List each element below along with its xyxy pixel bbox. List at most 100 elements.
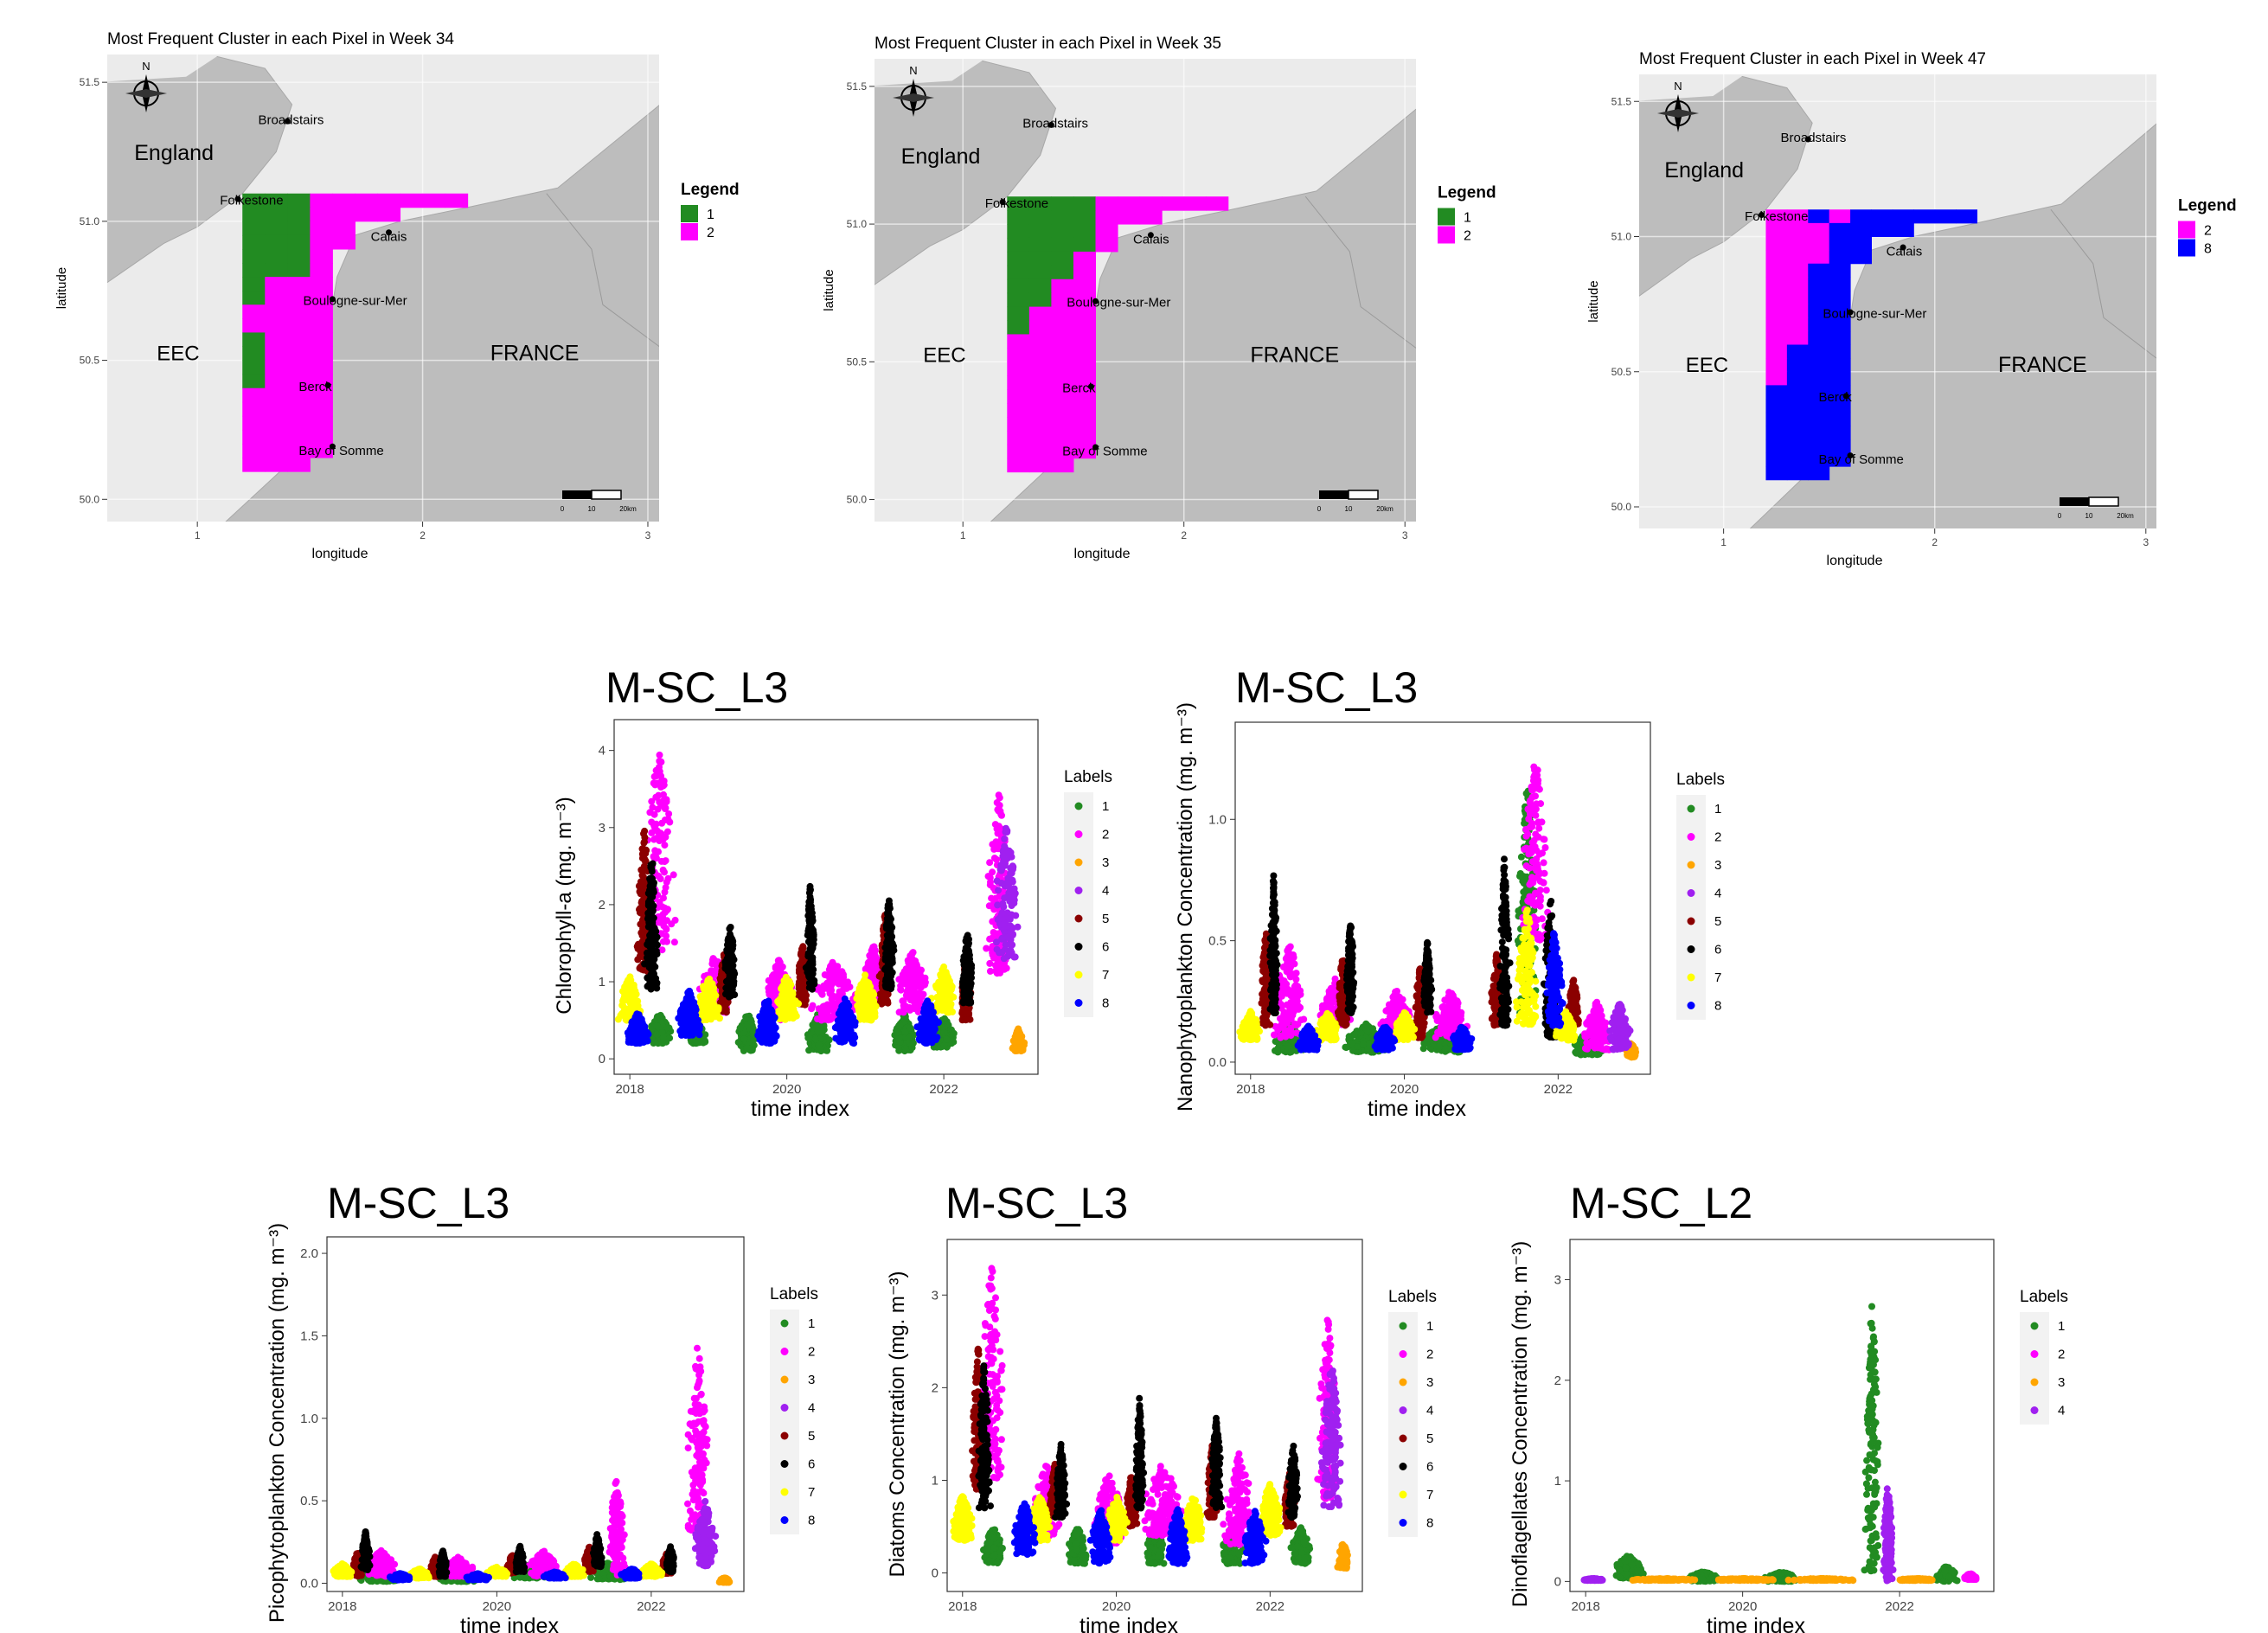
data-point [1000,919,1008,926]
data-point [734,1039,742,1047]
cluster-pixel [1073,306,1097,322]
place-label-calais: Calais [1133,232,1169,247]
data-point [987,878,994,886]
cluster-pixel [1051,251,1074,266]
cluster-pixel [1051,292,1074,308]
cluster-pixel [1028,320,1052,335]
cluster-pixel [1007,196,1030,211]
legend-label: 1 [1464,211,1471,226]
data-point [940,1028,948,1036]
data-point [899,971,907,979]
cluster-pixel [1028,375,1052,390]
cluster-pixel [1073,279,1097,294]
compass-needle-ew [1657,109,1699,118]
cluster-pixel [1786,344,1809,359]
cluster-pixel [1028,237,1052,253]
data-point [811,1035,819,1043]
data-point [882,956,889,964]
map-inner: EnglandFRANCEEECBroadstairsFolkestoneCal… [875,59,1416,522]
data-point [1007,922,1015,930]
scalebar-white [1348,490,1379,500]
data-point [804,927,812,935]
cluster-pixel [1850,250,1872,265]
place-label-somme: Bay of Somme [1062,445,1147,459]
data-point [862,1006,870,1014]
cluster-pixel [1829,399,1851,413]
data-point [800,974,808,982]
place-dot [1092,298,1099,304]
cluster-pixel [332,221,356,236]
legend-swatch [2178,239,2195,257]
cluster-pixel [242,374,266,389]
data-point [670,871,677,879]
cluster-pixel [287,291,311,305]
legend-label: 1 [707,208,714,222]
data-point [798,945,806,952]
data-point [900,1002,907,1009]
data-point [682,1028,690,1036]
place-label-calais: Calais [1887,244,1923,259]
data-point [649,902,657,910]
data-point [653,1030,661,1038]
data-point [665,810,673,817]
cluster-pixel [310,207,333,222]
cluster-pixel [1051,210,1074,225]
cluster-pixel [1765,291,1788,305]
legend-label: 2 [2204,224,2212,239]
place-dot [1147,232,1154,239]
cluster-pixel [1073,196,1097,211]
data-point [968,974,975,982]
data-point [652,793,660,801]
data-point [867,971,875,978]
cluster-pixel [265,429,288,445]
series-8 [624,987,942,1047]
data-point [806,912,814,919]
cluster-pixel [1829,291,1851,305]
cluster-pixel [1073,348,1097,362]
cluster-pixel [1808,439,1830,453]
cluster-pixel [1786,236,1809,251]
data-point [653,1016,661,1024]
data-point [687,1015,695,1022]
x-tick-label: 2 [420,529,426,541]
cluster-pixel [1829,412,1851,426]
data-point [862,971,869,979]
compass-needle-ew [893,93,934,102]
cluster-pixel [1051,458,1074,473]
data-point [911,989,919,996]
cluster-pixel [1051,334,1074,349]
cluster-pixel [242,444,266,458]
data-point [700,1009,708,1016]
data-point [995,791,1003,799]
cluster-pixel [287,401,311,417]
data-point [710,959,718,967]
cluster-pixel [1765,452,1788,467]
x-tick-label: 3 [1402,529,1408,541]
cluster-pixel [1808,358,1830,373]
cluster-pixel [1808,452,1830,467]
legend-title: Legend [1438,184,1496,202]
cluster-pixel [287,234,311,250]
cluster-pixel [310,234,333,250]
cluster-pixel [310,221,333,236]
cluster-pixel [310,332,333,347]
data-point [959,978,966,986]
data-point [964,954,971,962]
data-point [907,1024,914,1032]
cluster-pixel [310,429,333,445]
cluster-pixel [377,193,401,208]
scalebar-label: 0 [2058,512,2062,520]
data-point [637,1032,644,1040]
cluster-pixel [1808,317,1830,332]
cluster-pixel [1829,209,1851,224]
data-point [640,848,648,855]
data-point [887,970,895,978]
cluster-pixel [265,374,288,389]
cluster-pixel [1808,426,1830,440]
cluster-pixel [1808,412,1830,426]
place-dot [284,118,291,125]
data-point [901,1028,909,1035]
data-point [939,978,947,986]
cluster-pixel [1892,222,1914,237]
data-point [894,1028,900,1036]
